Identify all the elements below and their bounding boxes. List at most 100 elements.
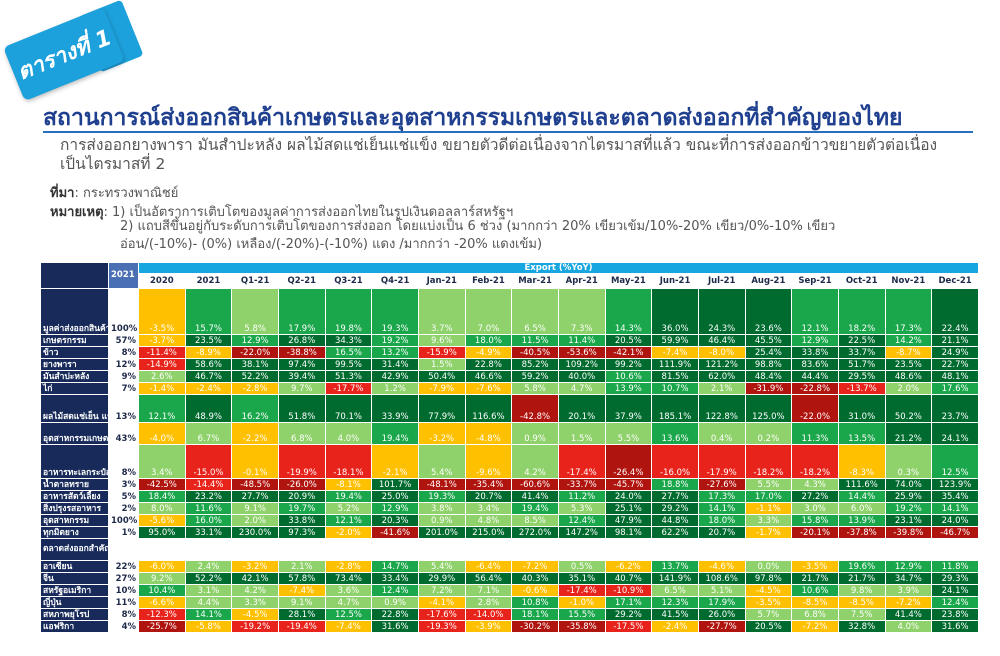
- row-share: 8%: [108, 444, 139, 479]
- value-cell: 5.8%: [511, 382, 559, 395]
- value-cell: -8.1%: [324, 478, 373, 491]
- value-cell: -0.1%: [231, 444, 279, 479]
- value-cell: 51.7%: [837, 358, 886, 371]
- title-divider: [43, 131, 973, 133]
- value-cell: 1.5%: [417, 358, 466, 371]
- header-share-cell: 2021 %Share: [108, 262, 139, 289]
- row-label: ผลไม้สดแช่เย็น แช่แข็ง และแห้ง: [40, 394, 109, 423]
- value-cell: 5.8%: [231, 288, 279, 335]
- value-cell: -22.0%: [231, 346, 279, 359]
- row-label: อุตสาหกรรมเกษตร: [40, 422, 109, 445]
- column-header: Nov-21: [884, 273, 933, 289]
- value-cell: 52.2%: [184, 572, 233, 585]
- value-cell: 97.4%: [277, 358, 326, 371]
- value-cell: -10.9%: [604, 584, 653, 597]
- value-cell: 95.0%: [138, 526, 186, 539]
- value-cell: -8.3%: [837, 444, 886, 479]
- value-cell: 4.3%: [791, 478, 839, 491]
- value-cell: -26.4%: [604, 444, 653, 479]
- value-cell: 57.8%: [277, 572, 326, 585]
- value-cell: -3.2%: [231, 560, 279, 573]
- value-cell: 8.5%: [511, 514, 559, 527]
- value-cell: 2.1%: [697, 382, 746, 395]
- value-cell: 2.6%: [138, 370, 186, 383]
- value-cell: 121.2%: [697, 358, 746, 371]
- value-cell: 39.4%: [277, 370, 326, 383]
- header-row-periods: 2020 2021 Q1-21 Q2-21 Q3-21 Q4-21 Jan-21 Feb-21…: [41, 273, 980, 289]
- value-cell: 7.2%: [417, 584, 466, 597]
- value-cell: 215.0%: [464, 526, 513, 539]
- value-cell: -17.7%: [324, 382, 373, 395]
- table-row: มูลค่าส่งออกสินค้าเกษตรและอุตสาหกรรมเกษต…: [40, 288, 980, 335]
- value-cell: -18.1%: [324, 444, 373, 479]
- value-cell: 40.3%: [511, 572, 559, 585]
- value-cell: 44.4%: [791, 370, 839, 383]
- value-cell: 21.2%: [884, 422, 933, 445]
- value-cell: 22.7%: [931, 358, 980, 371]
- value-cell: -2.2%: [231, 422, 279, 445]
- value-cell: 44.8%: [651, 514, 699, 527]
- value-cell: -6.6%: [138, 596, 186, 609]
- value-cell: 10.4%: [138, 584, 186, 597]
- value-cell: 50.4%: [417, 370, 466, 383]
- page-title: สถานการณ์ส่งออกสินค้าเกษตรและอุตสาหกรรมเ…: [43, 105, 903, 131]
- value-cell: -2.8%: [324, 560, 373, 573]
- value-cell: -42.1%: [604, 346, 653, 359]
- value-cell: 1.5%: [557, 422, 606, 445]
- row-share: 1%: [108, 526, 139, 539]
- column-header: Sep-21: [791, 273, 839, 289]
- value-cell: -8.5%: [791, 596, 839, 609]
- value-cell: 13.7%: [651, 560, 699, 573]
- value-cell: 20.9%: [277, 490, 326, 503]
- value-cell: -40.5%: [511, 346, 559, 359]
- value-cell: 35.1%: [557, 572, 606, 585]
- value-cell: 19.7%: [277, 502, 326, 515]
- value-cell: 19.4%: [371, 422, 419, 445]
- column-header: Q3-21: [324, 273, 373, 289]
- value-cell: -42.8%: [511, 394, 559, 423]
- value-cell: 5.2%: [324, 502, 373, 515]
- value-cell: 21.1%: [931, 334, 980, 347]
- value-cell: 34.7%: [884, 572, 933, 585]
- value-cell: 4.0%: [324, 422, 373, 445]
- value-cell: -14.0%: [464, 608, 513, 621]
- value-cell: 22.5%: [837, 334, 886, 347]
- value-cell: -8.5%: [837, 596, 886, 609]
- value-cell: -7.2%: [884, 596, 933, 609]
- value-cell: 3.7%: [417, 288, 466, 335]
- value-cell: 20.5%: [604, 334, 653, 347]
- value-cell: 201.0%: [417, 526, 466, 539]
- value-cell: 13.6%: [651, 422, 699, 445]
- row-label: ข้าว: [40, 346, 109, 359]
- value-cell: -30.2%: [511, 620, 559, 633]
- value-cell: 48.1%: [931, 370, 980, 383]
- value-cell: 3.3%: [231, 596, 279, 609]
- header-label-cell: [40, 262, 109, 289]
- value-cell: -19.4%: [277, 620, 326, 633]
- value-cell: 11.8%: [931, 560, 980, 573]
- value-cell: 33.8%: [791, 346, 839, 359]
- value-cell: 0.0%: [744, 560, 793, 573]
- value-cell: 13.5%: [837, 422, 886, 445]
- value-cell: 10.6%: [791, 584, 839, 597]
- value-cell: 23.5%: [884, 358, 933, 371]
- value-cell: 12.5%: [324, 608, 373, 621]
- value-cell: 51.8%: [277, 394, 326, 423]
- table-row: แอฟริกา 4% -25.7% -5.8% -19.2% -19.4% -7.4% 31.…: [40, 620, 980, 633]
- value-cell: -17.4%: [557, 444, 606, 479]
- value-cell: 4.7%: [557, 382, 606, 395]
- value-cell: 19.4%: [324, 490, 373, 503]
- value-cell: -46.7%: [931, 526, 980, 539]
- value-cell: 9.1%: [277, 596, 326, 609]
- value-cell: -5.8%: [184, 620, 233, 633]
- value-cell: 46.7%: [184, 370, 233, 383]
- value-cell: 11.3%: [791, 422, 839, 445]
- value-cell: -42.5%: [138, 478, 186, 491]
- value-cell: 9.2%: [138, 572, 186, 585]
- column-header: 2021: [184, 273, 233, 289]
- value-cell: 23.1%: [884, 514, 933, 527]
- value-cell: 17.3%: [884, 288, 933, 335]
- value-cell: 5.4%: [417, 444, 466, 479]
- value-cell: -7.2%: [511, 560, 559, 573]
- value-cell: -17.6%: [417, 608, 466, 621]
